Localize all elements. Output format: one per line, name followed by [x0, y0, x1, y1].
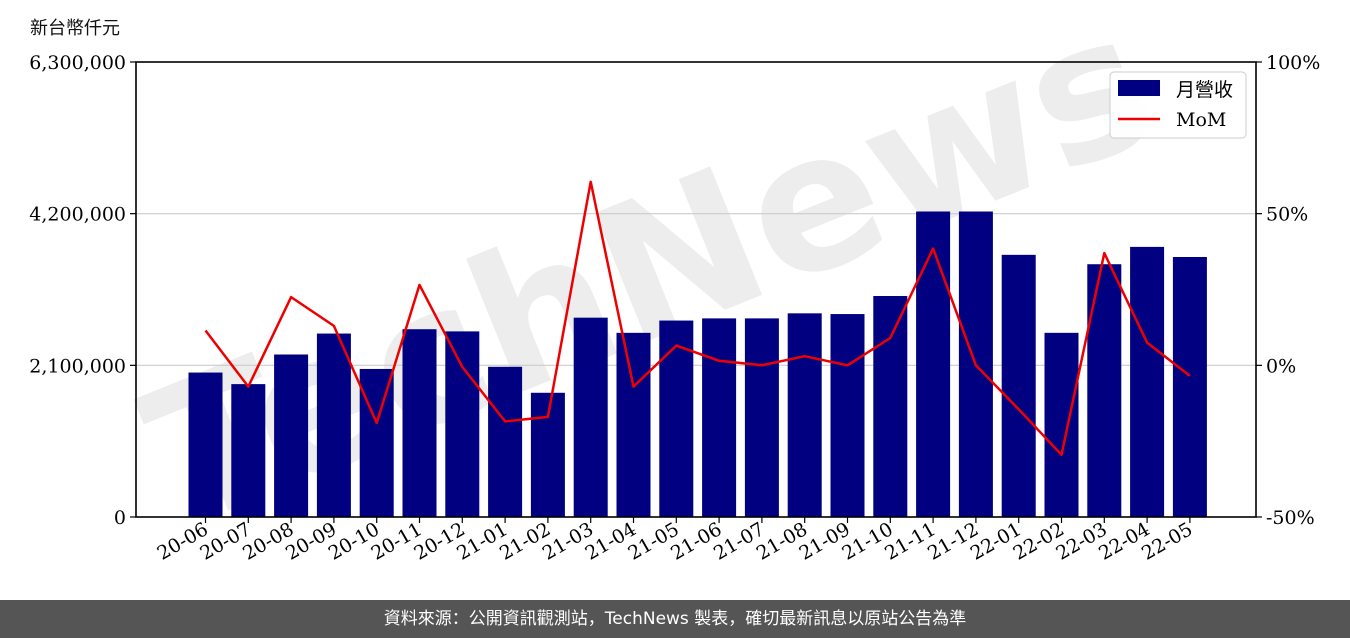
revenue-bar	[1172, 257, 1207, 517]
revenue-bar	[274, 354, 309, 517]
legend: 月營收 MoM	[1109, 71, 1247, 139]
legend-bar-swatch	[1118, 80, 1160, 96]
revenue-bar	[787, 313, 822, 517]
revenue-bar	[1044, 332, 1079, 517]
revenue-chart: TechNews 02,100,0004,200,0006,300,000-50…	[29, 0, 1320, 570]
revenue-bar	[744, 318, 779, 517]
y-left-tick-label: 0	[114, 507, 126, 529]
revenue-bar	[659, 320, 694, 517]
y-right-tick-label: 0%	[1266, 355, 1296, 377]
plot-frame	[135, 61, 1257, 518]
revenue-bar	[488, 366, 523, 517]
revenue-bar	[916, 211, 951, 517]
y-right-tick-label: -50%	[1266, 507, 1315, 529]
legend-label-revenue: 月營收	[1176, 79, 1233, 101]
revenue-bar	[1087, 264, 1122, 517]
revenue-bar	[188, 372, 223, 517]
mom-line	[204, 180, 1191, 457]
revenue-bar	[573, 317, 608, 517]
revenue-bar	[316, 333, 351, 517]
legend-label-mom: MoM	[1176, 109, 1226, 131]
y-left-tick-label: 4,200,000	[29, 204, 126, 226]
y-axis-unit-label: 新台幣仟元	[30, 18, 120, 39]
revenue-bar	[873, 296, 908, 517]
revenue-bar	[830, 314, 865, 517]
revenue-bar	[445, 331, 480, 517]
y-left-tick-label: 2,100,000	[29, 355, 126, 377]
x-tick-label: 22-05	[1138, 518, 1196, 564]
revenue-bar	[231, 384, 266, 517]
revenue-bar	[616, 332, 651, 517]
revenue-bar	[402, 329, 437, 517]
y-left-tick-label: 6,300,000	[29, 52, 126, 74]
source-footer: 資料來源：公開資訊觀測站，TechNews 製表，確切最新訊息以原站公告為準	[0, 600, 1350, 638]
revenue-bar	[359, 368, 394, 517]
revenue-bar	[1130, 246, 1165, 517]
y-right-tick-label: 50%	[1266, 204, 1308, 226]
revenue-bar	[702, 318, 737, 517]
revenue-bar	[1001, 254, 1036, 518]
revenue-bars	[188, 211, 1207, 518]
mom-line-path	[204, 180, 1191, 457]
y-right-tick-label: 100%	[1266, 52, 1320, 74]
